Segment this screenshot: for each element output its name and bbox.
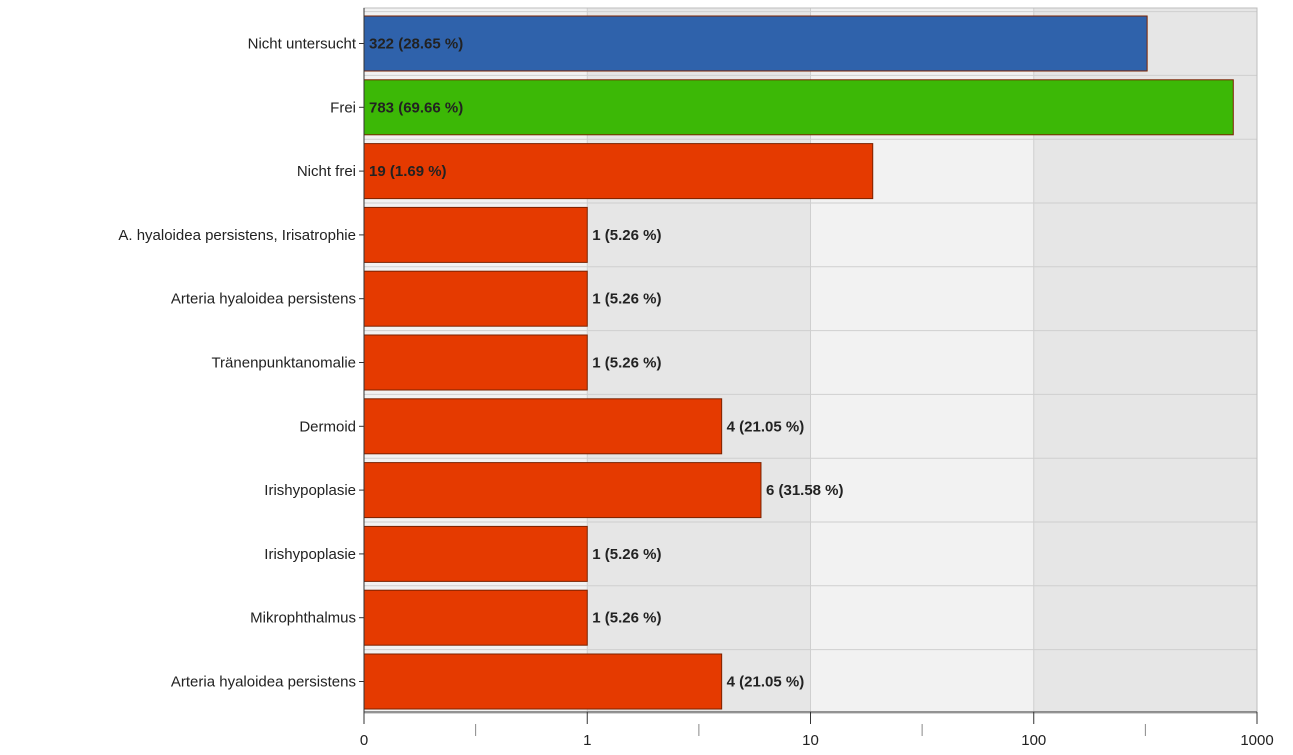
- bar-0: [363, 15, 1148, 72]
- category-label-5: Tränenpunktanomalie: [211, 355, 356, 372]
- bar-7: [363, 462, 762, 519]
- x-tick-label-3: 100: [1021, 732, 1046, 749]
- bar-4: [363, 270, 588, 327]
- value-label-9: 1 (5.26 %): [592, 610, 661, 627]
- bar-2: [363, 143, 874, 200]
- value-label-4: 1 (5.26 %): [592, 291, 661, 308]
- bar-8: [363, 525, 588, 582]
- value-label-1: 783 (69.66 %): [369, 99, 463, 116]
- category-label-10: Arteria hyaloidea persistens: [171, 674, 356, 691]
- category-label-7: Irishypoplasie: [264, 482, 356, 499]
- x-tick-label-1: 1: [583, 732, 591, 749]
- value-label-8: 1 (5.26 %): [592, 546, 661, 563]
- bar-5: [363, 334, 588, 391]
- bar-10: [363, 653, 723, 710]
- x-tick-label-0: 0: [360, 732, 368, 749]
- value-label-0: 322 (28.65 %): [369, 36, 463, 53]
- x-tick-label-4: 1000: [1240, 732, 1273, 749]
- category-label-6: Dermoid: [299, 418, 356, 435]
- category-label-1: Frei: [330, 99, 356, 116]
- x-tick-label-2: 10: [802, 732, 819, 749]
- category-label-3: A. hyaloidea persistens, Irisatrophie: [118, 227, 356, 244]
- value-label-3: 1 (5.26 %): [592, 227, 661, 244]
- bar-6: [363, 398, 723, 455]
- bar-3: [363, 206, 588, 263]
- bar-9: [363, 589, 588, 646]
- category-label-9: Mikrophthalmus: [250, 610, 356, 627]
- value-label-7: 6 (31.58 %): [766, 482, 844, 499]
- category-label-2: Nicht frei: [297, 163, 356, 180]
- value-label-5: 1 (5.26 %): [592, 355, 661, 372]
- value-label-2: 19 (1.69 %): [369, 163, 447, 180]
- value-label-10: 4 (21.05 %): [727, 674, 805, 691]
- value-label-6: 4 (21.05 %): [727, 418, 805, 435]
- category-label-0: Nicht untersucht: [248, 36, 357, 53]
- category-label-4: Arteria hyaloidea persistens: [171, 291, 356, 308]
- category-label-8: Irishypoplasie: [264, 546, 356, 563]
- bar-1: [363, 79, 1234, 136]
